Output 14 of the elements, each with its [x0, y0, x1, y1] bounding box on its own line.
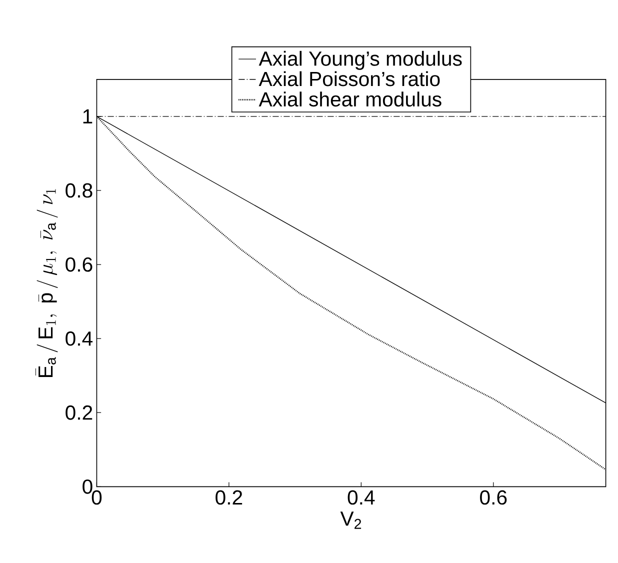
y-tick-label: 1: [83, 109, 92, 124]
x-tick-label: 0.2: [216, 490, 242, 505]
x-tick-label: 0.6: [480, 490, 507, 505]
y-tick-label: 0.6: [66, 257, 92, 272]
legend-label: Axial Young’s modulus: [258, 50, 462, 70]
y-tick-label: 0.2: [66, 405, 92, 420]
y-axis-title: $\bar{\mathrm{E}}_\mathrm{a} \,/\, \mathrm{E}_1,\ \bar{\mathrm{p}} \,/\, \mu_1,\ \bar{\nu}_\mathrm{a} \,/\, \nu_1$: [35, 189, 58, 378]
y-tick-label: 0: [82, 479, 92, 494]
legend-label: Axial shear modulus: [258, 92, 442, 107]
legend-label: Axial Poisson’s ratio: [258, 71, 440, 86]
x-axis-title: V$_{2}$: [340, 512, 362, 529]
y-tick-label: 0.8: [66, 183, 92, 198]
y-tick-label: 0.4: [66, 331, 93, 346]
x-tick-label: 0.4: [348, 490, 375, 505]
